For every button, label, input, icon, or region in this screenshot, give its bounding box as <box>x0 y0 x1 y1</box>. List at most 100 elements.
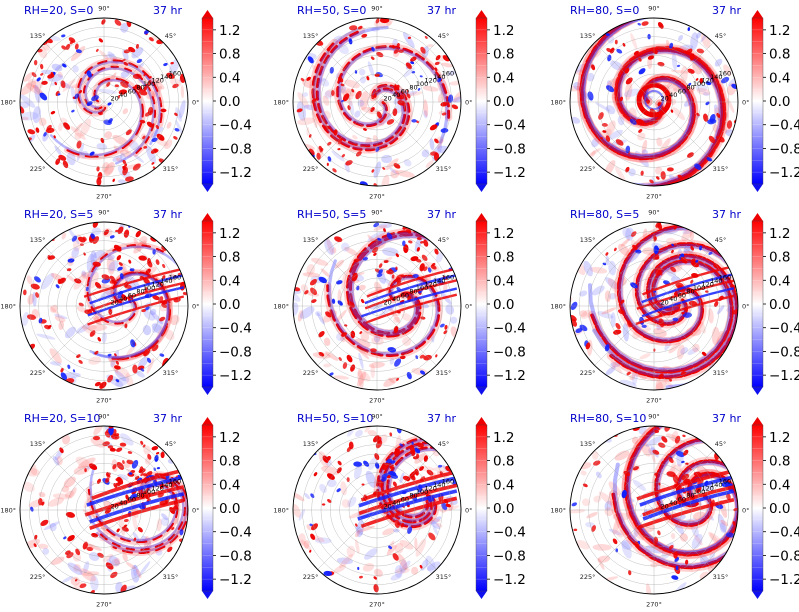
colorbar-tick-label: −0.4 <box>219 321 252 337</box>
field-wash <box>709 532 722 544</box>
cell-negative <box>33 276 41 283</box>
cell-positive <box>296 108 303 113</box>
radial-tick-label: 140 <box>710 481 722 489</box>
field-wash <box>619 379 637 388</box>
cell-positive <box>75 548 81 556</box>
field-wash <box>617 116 625 126</box>
spiral-band-negative <box>87 477 185 550</box>
radial-tick-label: 80 <box>686 492 694 500</box>
cell-positive <box>124 518 129 523</box>
cell-positive <box>655 267 662 277</box>
cell-negative <box>38 317 43 324</box>
cell-positive <box>170 61 174 65</box>
cell-positive <box>680 256 688 264</box>
shear-band <box>642 485 735 517</box>
radial-tick-label: 20 <box>660 502 668 510</box>
cell-positive <box>681 473 690 481</box>
field-wash <box>680 347 689 355</box>
field-wash <box>621 539 633 550</box>
cell-positive <box>408 240 413 244</box>
field-wash <box>443 283 448 292</box>
field-wash <box>112 155 123 162</box>
colorbar-tick-label: 0.0 <box>493 94 514 110</box>
field-wash <box>76 143 85 162</box>
spiral-band-negative <box>49 78 143 157</box>
cell-negative <box>357 566 360 571</box>
field-wash <box>64 490 74 498</box>
field-wash <box>323 337 331 347</box>
field-wash <box>61 232 67 240</box>
cell-positive <box>53 135 56 139</box>
colorbar-tick-label: −0.8 <box>493 548 526 564</box>
field-wash <box>333 564 347 574</box>
angle-label: 0° <box>192 507 199 515</box>
angle-label: 315° <box>163 573 179 581</box>
cell-positive <box>655 222 662 228</box>
field-wash <box>670 532 676 540</box>
cell-positive <box>346 446 351 453</box>
field-wash <box>119 263 127 276</box>
field-wash <box>21 311 29 327</box>
angle-label: 90° <box>648 413 660 421</box>
cell-positive <box>638 57 642 62</box>
field-wash <box>683 248 694 256</box>
cell-positive <box>78 302 84 307</box>
field-wash <box>23 71 34 82</box>
radial-tick-label: 100 <box>143 284 155 292</box>
cell-negative <box>687 27 691 31</box>
field-wash <box>720 519 729 527</box>
cell-positive <box>33 59 38 66</box>
angular-gridline <box>317 305 378 366</box>
shear-band <box>365 293 458 324</box>
field-wash <box>304 493 311 500</box>
cell-positive <box>310 287 318 296</box>
radial-tick-label: 100 <box>416 284 428 292</box>
colorbar-tick-label: 0.4 <box>769 477 790 493</box>
cell-positive <box>338 357 342 361</box>
field-wash <box>346 545 356 557</box>
cell-positive <box>386 119 395 125</box>
field-wash <box>297 310 304 322</box>
angle-label: 90° <box>98 413 110 421</box>
field-wash <box>423 99 429 117</box>
colorbar-tick-label: −0.8 <box>493 141 526 157</box>
field-wash <box>397 553 408 571</box>
panel-time-label: 37 hr <box>153 4 182 17</box>
cell-negative <box>390 460 396 464</box>
angular-gridline <box>317 509 378 570</box>
radial-tick-label: 40 <box>392 499 400 507</box>
cell-positive <box>79 583 87 589</box>
cell-positive <box>353 258 360 263</box>
cell-positive <box>406 89 409 93</box>
radial-tick-label: 120 <box>152 485 164 493</box>
cell-positive <box>349 25 358 31</box>
cell-negative <box>146 357 152 363</box>
cell-negative <box>571 502 577 507</box>
field-wash <box>326 479 337 488</box>
cell-positive <box>67 534 75 542</box>
field-wash <box>331 150 345 162</box>
cell-positive <box>423 239 429 247</box>
field-wash <box>79 568 96 582</box>
cell-positive <box>58 154 67 161</box>
field-wash <box>164 139 173 150</box>
field-wash <box>605 120 616 137</box>
field-wash <box>52 493 72 500</box>
field-wash <box>76 323 91 334</box>
colorbar-min-extension <box>476 184 487 192</box>
cell-positive <box>434 67 438 72</box>
cell-negative <box>336 488 341 493</box>
cell-positive <box>77 236 86 243</box>
cell-positive <box>658 482 661 486</box>
cell-positive <box>342 93 350 102</box>
cell-positive <box>318 351 325 357</box>
cell-positive <box>406 93 411 99</box>
spiral-band-negative <box>312 27 409 150</box>
cell-positive <box>115 482 122 487</box>
field-wash <box>107 254 115 261</box>
radial-tick-label: 20 <box>383 94 391 102</box>
cell-positive <box>409 473 416 481</box>
cell-positive <box>117 95 121 99</box>
angular-gridline <box>376 42 437 103</box>
cell-positive <box>653 536 659 545</box>
